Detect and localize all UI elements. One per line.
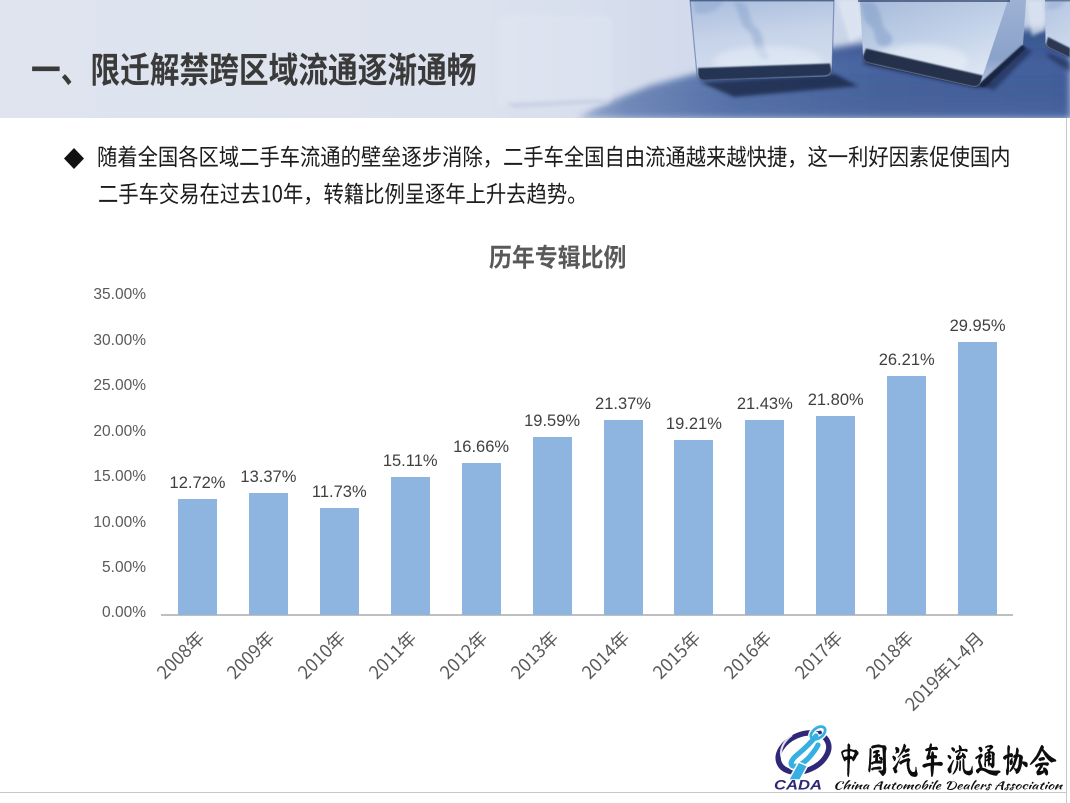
svg-text:CADA: CADA bbox=[774, 778, 822, 793]
